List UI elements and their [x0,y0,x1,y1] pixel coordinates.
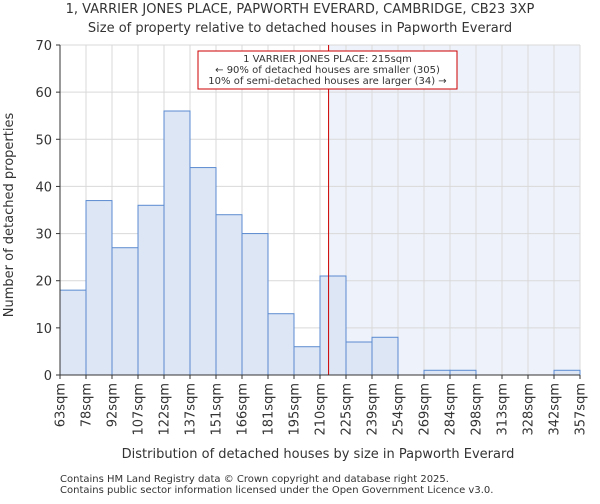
x-tick-label-92sqm: 92sqm [106,383,121,427]
bar-166sqm [241,233,269,376]
x-tick-label-166sqm: 166sqm [236,383,251,436]
bar-92sqm [111,247,139,376]
bar-269sqm [423,369,451,376]
bar-210sqm [319,275,347,376]
bar-63sqm [59,289,87,376]
x-tick-label-254sqm: 254sqm [392,383,407,436]
y-tick-label: 20 [35,275,52,290]
bar-78sqm [85,200,113,376]
footer-line-1: Contains HM Land Registry data © Crown c… [60,474,449,485]
x-tick-label-298sqm: 298sqm [470,383,485,436]
y-tick-label: 0 [44,369,52,384]
bar-342sqm [553,369,581,376]
x-axis-label: Distribution of detached houses by size … [122,447,515,462]
x-tick-label-107sqm: 107sqm [132,383,147,436]
x-tick-label-137sqm: 137sqm [184,383,199,436]
bar-284sqm [449,369,477,376]
x-tick-label-195sqm: 195sqm [288,383,303,436]
x-tick-label-269sqm: 269sqm [418,383,433,436]
x-tick-label-78sqm: 78sqm [80,383,95,427]
annotation-line-1: 1 VARRIER JONES PLACE: 215sqm [243,54,412,65]
annotation-box [197,50,458,90]
plot-area: 0 10 20 30 40 50 60 70 63sqm 78sqm 92sqm 107sqm 122s… [35,39,588,436]
annotation-line-3: 10% of semi-detached houses are larger (… [208,76,446,87]
chart-title-line-2: Size of property relative to detached ho… [88,21,512,36]
x-tick-label-284sqm: 284sqm [444,383,459,436]
bar-151sqm [215,214,243,376]
y-tick-label: 30 [35,228,52,243]
x-tick-label-63sqm: 63sqm [54,383,69,427]
y-tick-label: 60 [35,86,52,101]
x-tick-label-239sqm: 239sqm [366,383,381,436]
x-tick-label-328sqm: 328sqm [522,383,537,436]
y-tick-label: 40 [35,180,52,195]
annotation-line-2: ← 90% of detached houses are smaller (30… [215,65,440,76]
bar-122sqm [163,110,191,376]
x-tick-label-357sqm: 357sqm [574,383,589,436]
bar-137sqm [189,167,217,376]
footer-line-2: Contains public sector information licen… [60,485,494,496]
x-tick-label-313sqm: 313sqm [496,383,511,436]
larger-region-shade [328,45,580,375]
x-tick-label-225sqm: 225sqm [340,383,355,436]
y-tick-label: 10 [35,322,52,337]
y-tick-label: 50 [35,133,52,148]
x-tick-label-342sqm: 342sqm [548,383,563,436]
y-axis-label: Number of detached properties [2,113,17,318]
bar-239sqm [371,336,399,376]
y-tick-label: 70 [35,39,52,54]
bar-225sqm [345,341,373,376]
x-tick-label-210sqm: 210sqm [314,383,329,436]
x-tick-label-122sqm: 122sqm [158,383,173,436]
x-tick-label-151sqm: 151sqm [210,383,225,436]
bar-195sqm [293,346,321,376]
chart-title-line-1: 1, VARRIER JONES PLACE, PAPWORTH EVERARD… [66,2,535,17]
bar-181sqm [267,313,295,376]
x-tick-label-181sqm: 181sqm [262,383,277,436]
bar-107sqm [137,204,165,376]
